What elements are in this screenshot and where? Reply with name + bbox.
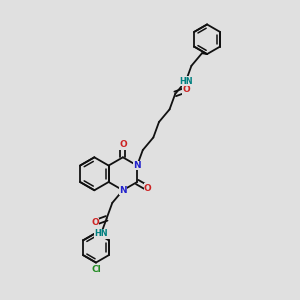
Text: Cl: Cl	[91, 266, 101, 274]
Text: O: O	[91, 218, 99, 227]
Text: HN: HN	[179, 77, 193, 86]
Text: N: N	[133, 161, 141, 170]
Text: O: O	[144, 184, 152, 193]
Text: O: O	[183, 85, 191, 94]
Text: N: N	[119, 186, 127, 195]
Text: O: O	[119, 140, 127, 149]
Text: HN: HN	[94, 229, 108, 238]
